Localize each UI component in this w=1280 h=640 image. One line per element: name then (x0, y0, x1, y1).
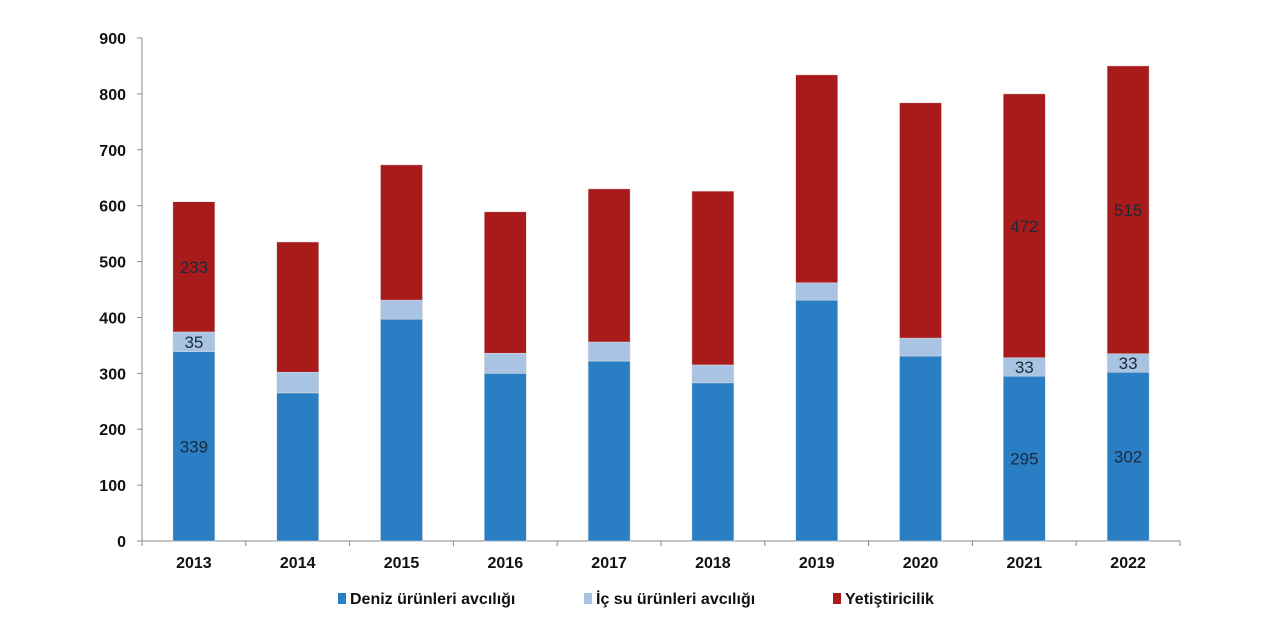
x-tick-label: 2021 (1007, 555, 1043, 572)
x-tick-label: 2018 (695, 555, 731, 572)
bar-segment-i-su-r-nleri-avc-l--2020 (899, 337, 942, 357)
legend-swatch (338, 593, 346, 604)
data-label: 295 (1010, 450, 1038, 469)
bar-segment-deniz-r-nleri-avc-l--2013 (172, 351, 216, 542)
legend-label: Deniz ürünleri avcılığı (350, 591, 515, 608)
x-tick-label: 2022 (1110, 555, 1146, 572)
y-tick-label: 400 (99, 310, 126, 327)
x-tick-label: 2020 (903, 555, 939, 572)
x-tick-label: 2014 (280, 555, 316, 572)
bar-segment-deniz-r-nleri-avc-l--2015 (380, 318, 423, 542)
data-label: 339 (180, 437, 208, 456)
legend-label: İç su ürünleri avcılığı (596, 590, 755, 608)
bar-segment-yeti-tiricilik-2018 (691, 190, 735, 366)
data-label: 33 (1119, 354, 1138, 373)
data-label: 302 (1114, 448, 1142, 467)
bar-segment-yeti-tiricilik-2015 (380, 164, 423, 301)
y-tick-label: 500 (99, 255, 126, 272)
bar-segment-deniz-r-nleri-avc-l--2019 (795, 299, 838, 542)
y-tick-label: 600 (99, 199, 126, 216)
bar-segment-i-su-r-nleri-avc-l--2017 (587, 341, 631, 362)
bar-segment-i-su-r-nleri-avc-l--2015 (380, 299, 423, 320)
bar-segment-yeti-tiricilik-2019 (795, 74, 838, 284)
y-tick-label: 100 (99, 478, 126, 495)
bar-segment-deniz-r-nleri-avc-l--2018 (691, 382, 735, 542)
data-label: 515 (1114, 201, 1142, 220)
x-tick-label: 2017 (591, 555, 627, 572)
bar-segment-deniz-r-nleri-avc-l--2016 (484, 373, 527, 542)
bar-segment-i-su-r-nleri-avc-l--2018 (691, 364, 735, 384)
y-tick-label: 200 (99, 422, 126, 439)
y-tick-label: 700 (99, 143, 126, 160)
bar-segment-yeti-tiricilik-2021 (1003, 93, 1046, 358)
bar-segment-i-su-r-nleri-avc-l--2014 (276, 371, 319, 394)
x-tick-label: 2015 (384, 555, 420, 572)
bar-segment-deniz-r-nleri-avc-l--2022 (1106, 371, 1150, 542)
bar-segment-deniz-r-nleri-avc-l--2017 (587, 360, 631, 542)
legend-swatch (833, 593, 841, 604)
bar-segment-yeti-tiricilik-2016 (484, 211, 527, 354)
bar-segment-deniz-r-nleri-avc-l--2021 (1003, 375, 1046, 542)
y-tick-label: 0 (117, 534, 126, 551)
bar-segment-yeti-tiricilik-2020 (899, 102, 942, 339)
bar-segment-yeti-tiricilik-2014 (276, 241, 319, 373)
y-tick-label: 900 (99, 31, 126, 48)
legend-label: Yetiştiricilik (845, 591, 934, 608)
bar-segment-i-su-r-nleri-avc-l--2019 (795, 282, 838, 301)
bar-segment-i-su-r-nleri-avc-l--2016 (484, 352, 527, 374)
y-tick-label: 800 (99, 87, 126, 104)
bar-segment-yeti-tiricilik-2017 (587, 188, 631, 343)
x-tick-label: 2016 (488, 555, 524, 572)
bar-segment-deniz-r-nleri-avc-l--2020 (899, 355, 942, 542)
data-label: 33 (1015, 358, 1034, 377)
data-label: 472 (1010, 217, 1038, 236)
bar-segment-yeti-tiricilik-2013 (172, 201, 216, 333)
x-tick-label: 2019 (799, 555, 835, 572)
data-label: 35 (184, 333, 203, 352)
bar-segment-deniz-r-nleri-avc-l--2014 (276, 392, 319, 542)
y-tick-label: 300 (99, 366, 126, 383)
data-label: 233 (180, 258, 208, 277)
bar-segment-yeti-tiricilik-2022 (1106, 65, 1150, 355)
x-tick-label: 2013 (176, 555, 212, 572)
legend-swatch (584, 593, 592, 604)
